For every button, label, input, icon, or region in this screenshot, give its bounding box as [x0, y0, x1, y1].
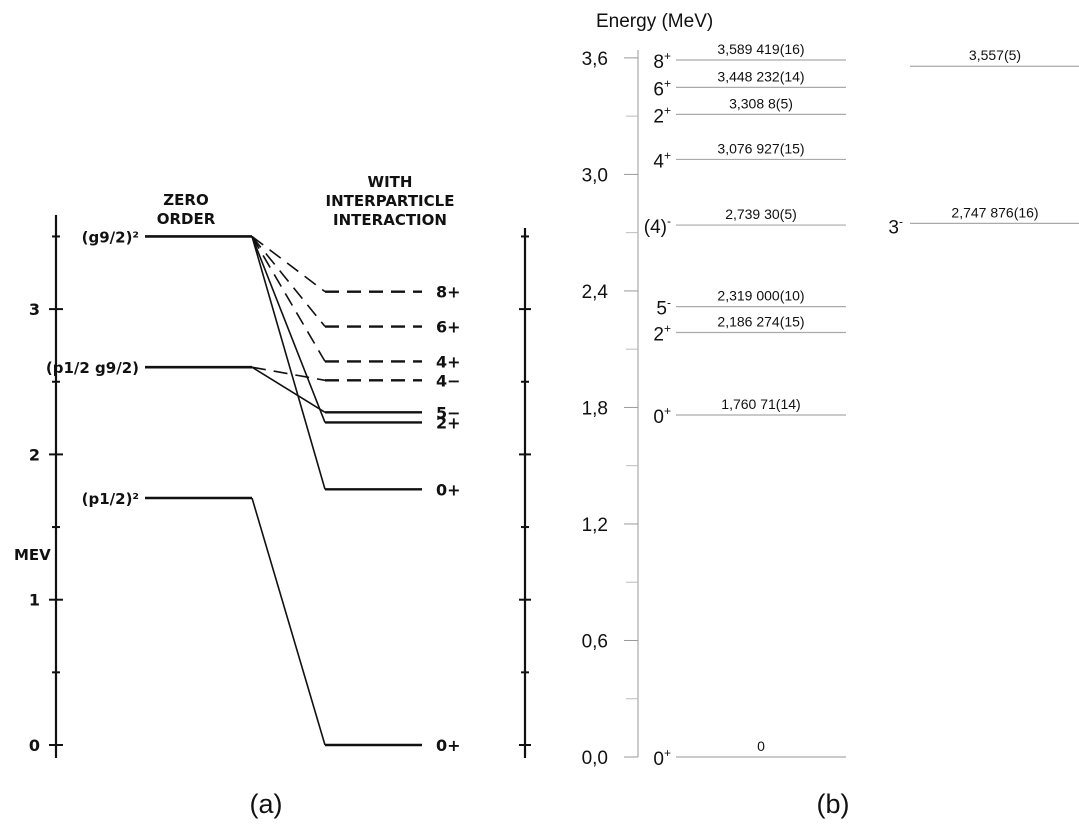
zero-order-level-label: (g9/2)² [82, 228, 139, 246]
panel-a-tick-label: 1 [29, 591, 40, 610]
spin-parity-label: 4+ [653, 148, 671, 172]
panel-b-levels: 3,589 419(16) 8+ 3,448 232(14) 6+ 3,308 8(5)… [644, 41, 1079, 770]
side-level-energy-label: 3,557(5) [969, 47, 1021, 63]
transition-line [251, 236, 326, 490]
interaction-level-label: 4+ [436, 352, 461, 371]
panel-b-tick-label: 1,2 [582, 515, 608, 536]
zero-order-header-line-1: ZERO [163, 191, 208, 209]
level-energy-label: 3,448 232(14) [717, 68, 804, 84]
transition-line [251, 366, 326, 382]
level-energy-label: 3,589 419(16) [717, 41, 804, 57]
level-energy-label: 2,319 000(10) [717, 288, 804, 304]
panel-b-tick-label: 2,4 [582, 282, 609, 303]
transition-line [251, 497, 326, 746]
panel-b-axis-title: Energy (MeV) [596, 11, 713, 32]
interaction-level-label: 8+ [436, 283, 461, 302]
interaction-level-label: 5− [436, 403, 461, 422]
spin-parity-label: 8+ [653, 49, 671, 73]
level-energy-label: 2,739 30(5) [725, 206, 797, 222]
panel-a-caption: (a) [250, 789, 283, 819]
panel-a-axis-title: MEV [14, 546, 51, 564]
zero-order-level-label: (p1/2 g9/2) [46, 359, 139, 377]
spin-parity-label: 0+ [653, 404, 671, 428]
panel-a-tick-label: 0 [29, 736, 40, 755]
panel-a-levels [145, 235, 422, 747]
transition-line [251, 236, 326, 423]
level-energy-label: 1,760 71(14) [721, 396, 800, 412]
panel-b-tick-label: 3,0 [582, 165, 608, 186]
interaction-level-label: 0+ [436, 480, 461, 499]
panel-b-ticks: 0,0 0,6 1,2 1,8 2,4 3,0 3,6 [582, 49, 638, 769]
side-level-energy-label: 2,747 876(16) [951, 204, 1038, 220]
transition-line [251, 236, 326, 362]
panel-a-tick-label: 2 [29, 445, 40, 464]
interaction-level-label: 4− [436, 371, 461, 390]
level-energy-label: 3,308 8(5) [729, 95, 793, 111]
panel-a-ticks: 0 1 2 3 [29, 235, 531, 755]
level-energy-label: 0 [757, 738, 765, 754]
zero-order-header-line-2: ORDER [157, 210, 216, 228]
interaction-level-label: 6+ [436, 318, 461, 337]
transition-line [251, 235, 326, 293]
interaction-header-line-1: WITH [368, 173, 413, 191]
zero-order-level-label: (p1/2)² [82, 490, 139, 508]
transition-line [251, 235, 326, 328]
interaction-header-line-3: INTERACTION [333, 211, 447, 229]
spin-parity-label: 3- [888, 214, 903, 238]
panel-b-caption: (b) [817, 789, 850, 819]
panel-b-diagram: Energy (MeV) 0,0 0,6 1,2 1,8 2,4 3,0 3,6 3,589… [582, 11, 1079, 770]
spin-parity-label: 5- [656, 296, 671, 320]
interaction-header-line-2: INTERPARTICLE [326, 192, 455, 210]
spin-parity-label: (4)- [644, 214, 671, 238]
transition-line [251, 366, 326, 413]
panel-b-tick-label: 3,6 [582, 49, 608, 70]
interaction-level-label: 2+ [436, 413, 461, 432]
spin-parity-label: 0+ [653, 746, 671, 770]
panel-a-diagram: MEV ZERO ORDER WITH INTERPARTICLE INTERA… [14, 173, 531, 758]
level-energy-label: 3,076 927(15) [717, 140, 804, 156]
spin-parity-label: 2+ [653, 321, 671, 345]
panel-a-level-labels: (g9/2)² (p1/2 g9/2) (p1/2)² 8+ 6+ 4+4− 5−2+ 0+ 0… [46, 228, 461, 755]
panel-b-tick-label: 1,8 [582, 398, 608, 419]
panel-a-tick-label: 3 [29, 300, 40, 319]
level-energy-label: 2,186 274(15) [717, 313, 804, 329]
spin-parity-label: 2+ [653, 103, 671, 127]
panel-b-tick-label: 0,6 [582, 631, 608, 652]
spin-parity-label: 6+ [653, 76, 671, 100]
interaction-level-label: 0+ [436, 736, 461, 755]
panel-b-tick-label: 0,0 [582, 748, 608, 769]
